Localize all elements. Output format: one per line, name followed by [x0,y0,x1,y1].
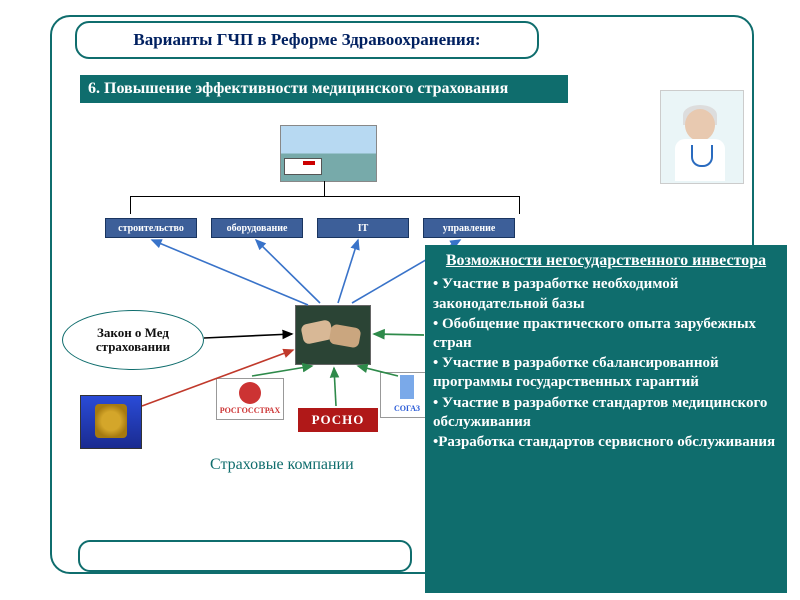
state-emblem-icon [80,395,142,449]
category-box: строительство [105,218,197,238]
panel-item: • Участие в разработке стандартов медици… [433,394,779,432]
logo-label: РОСГОССТРАХ [220,406,280,415]
panel-item-text: Участие в разработке стандартов медицинс… [433,395,767,430]
bracket-line [130,196,520,217]
logo-rosgosstrakh: РОСГОССТРАХ [216,378,284,420]
panel-item: • Обобщение практического опыта зарубежн… [433,315,779,353]
investor-panel: Возможности негосударственного инвестора… [425,245,787,593]
stethoscope-icon [691,145,713,167]
panel-item-text: Разработка стандартов сервисного обслужи… [438,434,775,450]
logo-label: СОГАЗ [394,404,420,413]
bracket-stem [324,181,325,196]
category-box: управление [423,218,515,238]
panel-item: • Участие в разработке необходимой закон… [433,275,779,313]
category-box: оборудование [211,218,303,238]
bottom-empty-box [78,540,412,572]
law-ellipse: Закон о Мед страховании [62,310,204,370]
panel-heading: Возможности негосударственного инвестора [433,251,779,271]
ambulance-icon [284,158,322,175]
panel-item: • Участие в разработке сбалансированной … [433,354,779,392]
category-row: строительство оборудование IT управление [105,218,515,238]
slide-title: Варианты ГЧП в Реформе Здравоохранения: [75,21,539,59]
slide-subtitle: 6. Повышение эффективности медицинского … [80,75,568,103]
doctor-image [660,90,744,184]
panel-item: •Разработка стандартов сервисного обслуж… [433,433,779,452]
logo-rosno: РОСНО [298,408,378,432]
panel-item-text: Обобщение практического опыта зарубежных… [433,316,756,351]
panel-item-text: Участие в разработке сбалансированной пр… [433,355,719,390]
slide-stage: Варианты ГЧП в Реформе Здравоохранения: … [0,0,800,600]
panel-item-text: Участие в разработке необходимой законод… [433,276,678,311]
category-box: IT [317,218,409,238]
doctor-head-icon [685,109,715,141]
companies-caption: Страховые компании [210,456,354,474]
